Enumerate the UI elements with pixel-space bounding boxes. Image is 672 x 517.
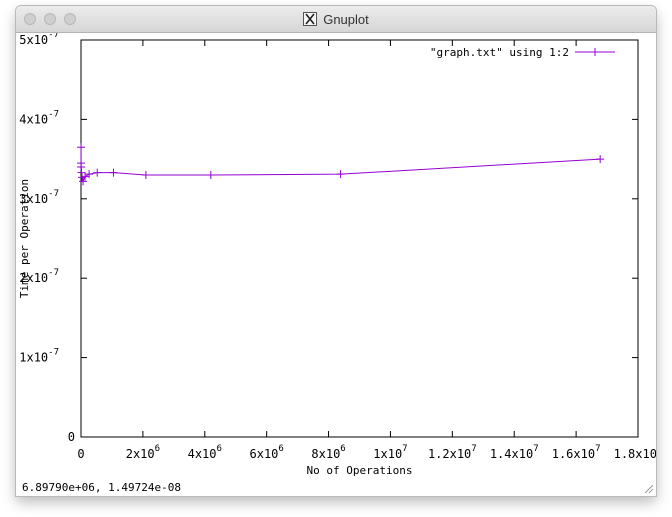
zoom-button[interactable]: [64, 13, 76, 25]
x-tick-label: 1.6x107: [552, 444, 601, 461]
y-tick-label: 4x10-7: [19, 109, 59, 126]
x-tick-label: 6x106: [250, 444, 284, 461]
data-point-marker: [77, 143, 86, 152]
data-point-marker: [77, 168, 86, 177]
minimize-button[interactable]: [44, 13, 56, 25]
data-point-marker: [79, 177, 88, 186]
x11-icon: [303, 12, 318, 26]
title-bar[interactable]: Gnuplot: [16, 6, 656, 33]
plot-border: [80, 39, 639, 438]
mouse-coordinates: 6.89790e+06, 1.49724e-08: [22, 481, 181, 494]
x-tick-label: 2x106: [126, 444, 160, 461]
data-point-marker: [93, 168, 102, 177]
data-point-marker: [109, 168, 118, 177]
resize-grip-icon[interactable]: [642, 482, 654, 494]
data-point-marker: [206, 170, 215, 179]
legend-marker: [591, 48, 599, 56]
data-point-marker: [141, 170, 150, 179]
x-tick-label: 0: [77, 447, 84, 461]
data-point-marker: [336, 170, 345, 179]
data-point-marker: [81, 172, 90, 181]
y-tick-label: 2x10-7: [19, 268, 59, 285]
plot-canvas[interactable]: 0 2x106 4x106 6x106 8x106 1x107 1.2x107 1.4x107…: [16, 33, 656, 479]
x-tick-label: 1x107: [373, 444, 407, 461]
data-point-marker: [85, 170, 94, 179]
x-tick-label: 1.2x107: [428, 444, 477, 461]
x-tick-label: 1.8x107: [614, 444, 656, 461]
y-tick-label: 3x10-7: [19, 189, 59, 206]
y-axis-label: Time per Operation: [18, 179, 31, 298]
x-tick-label: 8x106: [311, 444, 345, 461]
gnuplot-window: Gnuplot 0 2x106 4x106 6x106 8x106 1x107 1.2x10…: [16, 6, 656, 496]
y-tick-label: 5x10-7: [19, 33, 59, 47]
x-tick-label: 1.4x107: [490, 444, 539, 461]
window-title: Gnuplot: [323, 11, 369, 27]
close-button[interactable]: [24, 13, 36, 25]
y-tick-label: 0: [68, 430, 75, 444]
x-tick-label: 4x106: [188, 444, 222, 461]
data-point-marker: [596, 155, 605, 164]
legend-label: "graph.txt" using 1:2: [430, 46, 569, 59]
y-tick-label: 1x10-7: [19, 348, 59, 365]
status-bar: 6.89790e+06, 1.49724e-08: [16, 480, 656, 496]
x-axis-label: No of Operations: [307, 464, 413, 477]
